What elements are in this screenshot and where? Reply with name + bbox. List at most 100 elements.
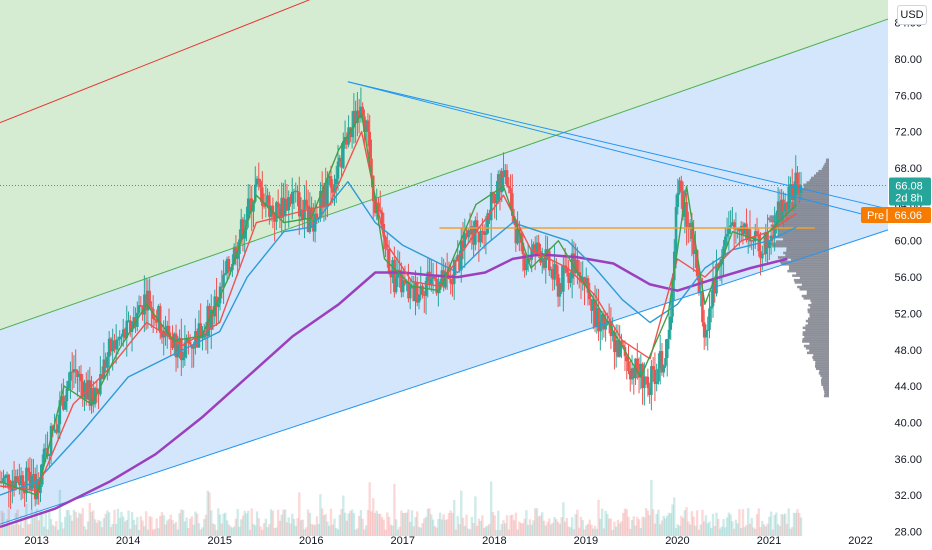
candle-body — [269, 205, 273, 217]
candle-body — [567, 272, 570, 283]
candle-body — [653, 369, 657, 384]
candle-body — [370, 158, 373, 176]
candle-body — [741, 225, 745, 235]
volume-bar — [451, 512, 454, 536]
profile-bar — [772, 244, 829, 248]
candle-body — [106, 356, 109, 368]
candle-body — [614, 340, 618, 353]
volume-bar — [625, 509, 628, 536]
profile-bar — [769, 219, 829, 223]
volume-bar — [588, 519, 591, 536]
volume-bar — [711, 513, 715, 536]
candle-body — [255, 178, 259, 185]
volume-bar — [377, 513, 380, 536]
volume-bar — [718, 528, 722, 536]
volume-bar — [474, 496, 477, 536]
profile-bar — [818, 169, 829, 173]
price-tick-label: 28.00 — [894, 526, 922, 538]
volume-bar — [421, 523, 424, 536]
candle-body — [338, 157, 342, 162]
volume-bar — [11, 523, 14, 536]
candle-body — [305, 199, 308, 206]
candle-body — [444, 272, 447, 288]
volume-bar — [683, 510, 687, 536]
candle-body — [562, 265, 565, 292]
volume-bar — [141, 520, 144, 536]
volume-bar — [153, 528, 157, 536]
volume-bar — [166, 520, 169, 536]
currency-button[interactable]: USD — [897, 5, 927, 25]
profile-bar — [818, 372, 829, 375]
volume-bar — [350, 509, 354, 536]
candle-body — [180, 337, 183, 361]
volume-bar — [437, 519, 440, 536]
volume-bar — [359, 510, 363, 536]
candle-body — [77, 373, 81, 378]
price-tick-label: 76.00 — [894, 90, 922, 102]
volume-bar — [222, 513, 225, 536]
candle-body — [121, 329, 125, 337]
volume-bar — [86, 521, 90, 536]
candle-body — [329, 176, 333, 188]
profile-bar — [805, 347, 829, 350]
volume-bar — [39, 510, 42, 536]
candle-body — [549, 269, 553, 271]
volume-bar — [35, 508, 39, 536]
volume-bar — [241, 515, 245, 536]
volume-bar — [669, 513, 672, 536]
volume-bars — [0, 479, 803, 536]
candle-body — [215, 296, 218, 308]
candle-body — [363, 116, 366, 132]
last-price-value: 66.08 — [895, 181, 923, 193]
volume-bar — [516, 529, 519, 536]
candle-body — [414, 282, 417, 302]
volume-bar — [789, 528, 792, 536]
volume-bar — [340, 509, 343, 536]
candle-body — [202, 333, 206, 338]
candle-body — [713, 277, 717, 294]
candle-body — [618, 340, 621, 357]
volume-bar — [201, 527, 204, 536]
candle-body — [183, 342, 187, 358]
candle-body — [292, 191, 296, 193]
volume-bar — [151, 529, 155, 536]
volume-bar — [637, 519, 641, 536]
volume-bar — [396, 529, 400, 536]
volume-bar — [329, 508, 333, 536]
profile-bar — [811, 301, 829, 305]
volume-bar — [629, 528, 632, 536]
candle-body — [169, 336, 173, 340]
time-axis[interactable]: 2013 2014 2015 2016 2017 2018 2019 2020 2021 2022 — [0, 535, 888, 550]
volume-bar — [123, 521, 127, 536]
volume-bar — [167, 519, 171, 536]
volume-bar — [697, 529, 701, 536]
volume-bar — [176, 529, 180, 536]
candle-body — [676, 192, 680, 208]
candle-body — [102, 359, 106, 379]
volume-bar — [301, 519, 305, 536]
volume-bar — [284, 509, 287, 536]
volume-bar — [405, 512, 408, 536]
volume-bar — [658, 524, 662, 536]
volume-bar — [136, 517, 139, 536]
volume-bar — [530, 524, 533, 536]
candle-body — [685, 202, 688, 227]
volume-bar — [414, 517, 417, 536]
candle-body — [724, 236, 727, 247]
volume-bar — [169, 514, 172, 536]
year-tick-label: 2022 — [848, 535, 872, 547]
volume-bar — [18, 524, 21, 536]
volume-bar — [500, 524, 503, 536]
candle-body — [90, 387, 93, 406]
price-axis[interactable]: 28.00 32.00 36.00 40.00 44.00 48.00 52.00 56.00… — [888, 0, 932, 550]
volume-bar — [750, 517, 753, 536]
candle-body — [143, 294, 146, 315]
candle-body — [65, 388, 69, 402]
candle-body — [558, 283, 562, 297]
candle-body — [690, 222, 694, 239]
candle-body — [33, 473, 37, 500]
candle-body — [764, 232, 768, 255]
candle-body — [609, 322, 613, 337]
profile-bar — [813, 174, 829, 177]
